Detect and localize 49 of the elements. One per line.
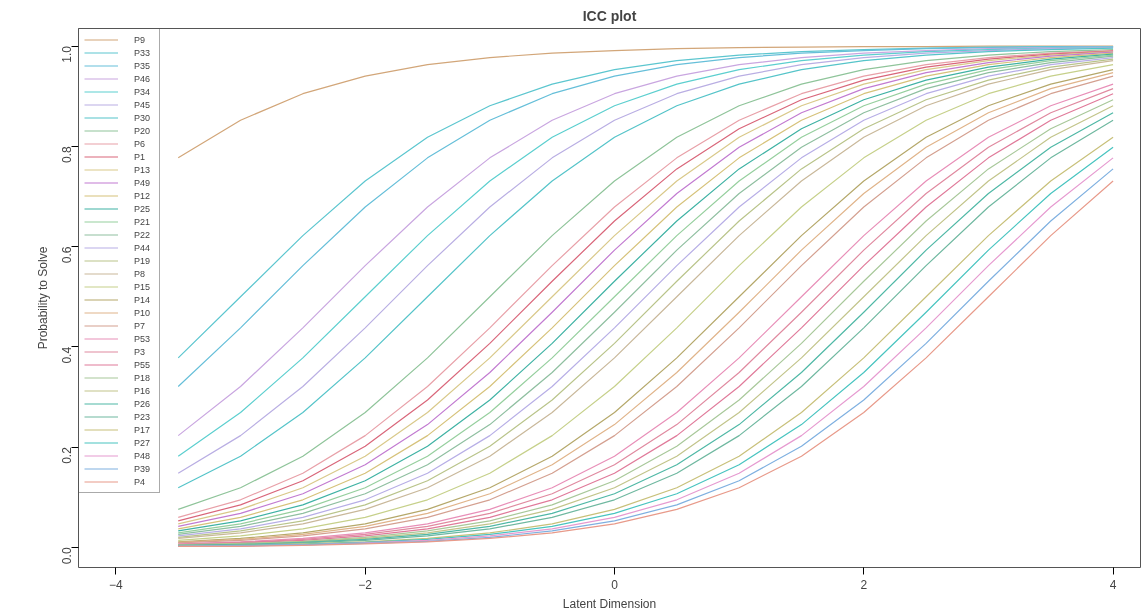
x-tick-label: −2: [358, 577, 373, 592]
y-tick-label: 0.2: [60, 446, 74, 464]
chart-title: ICC plot: [582, 7, 637, 24]
legend-label: P12: [134, 190, 151, 201]
legend-label: P22: [134, 229, 151, 240]
y-tick-label: 0.6: [60, 246, 74, 264]
x-tick-label: 2: [860, 577, 868, 592]
legend-label: P18: [134, 372, 151, 383]
x-tick-label: 0: [611, 577, 619, 592]
x-tick-label: −4: [109, 577, 124, 592]
y-tick-label: 0.0: [60, 547, 74, 565]
y-tick-label: 0.4: [60, 346, 74, 364]
legend-label: P21: [134, 216, 151, 227]
legend-label: P33: [134, 47, 151, 58]
legend-label: P9: [134, 34, 146, 45]
legend-label: P14: [134, 294, 151, 305]
y-tick-label: 0.8: [60, 146, 74, 164]
y-tick-label: 1.0: [60, 45, 74, 63]
legend-label: P46: [134, 73, 151, 84]
legend-label: P45: [134, 99, 151, 110]
legend-label: P1: [134, 151, 146, 162]
legend-label: P6: [134, 138, 146, 149]
y-axis-title: Probability to Solve: [35, 246, 50, 350]
legend-label: P48: [134, 450, 151, 461]
legend-label: P8: [134, 268, 146, 279]
legend-label: P53: [134, 333, 151, 344]
legend-label: P30: [134, 112, 151, 123]
legend-label: P35: [134, 60, 151, 71]
legend-label: P15: [134, 281, 151, 292]
legend-label: P7: [134, 320, 146, 331]
legend-label: P3: [134, 346, 146, 357]
legend-label: P16: [134, 385, 151, 396]
legend-label: P17: [134, 424, 151, 435]
x-axis-title: Latent Dimension: [562, 596, 657, 611]
legend-label: P20: [134, 125, 151, 136]
legend-label: P55: [134, 359, 151, 370]
legend-label: P26: [134, 398, 151, 409]
legend-label: P4: [134, 476, 146, 487]
legend-label: P44: [134, 242, 151, 253]
legend-label: P25: [134, 203, 151, 214]
legend-label: P10: [134, 307, 151, 318]
legend-label: P39: [134, 463, 151, 474]
legend-label: P34: [134, 86, 151, 97]
x-tick-label: 4: [1109, 577, 1117, 592]
legend-label: P19: [134, 255, 151, 266]
legend-label: P23: [134, 411, 151, 422]
legend-label: P13: [134, 164, 151, 175]
legend-label: P49: [134, 177, 151, 188]
legend-label: P27: [134, 437, 151, 448]
